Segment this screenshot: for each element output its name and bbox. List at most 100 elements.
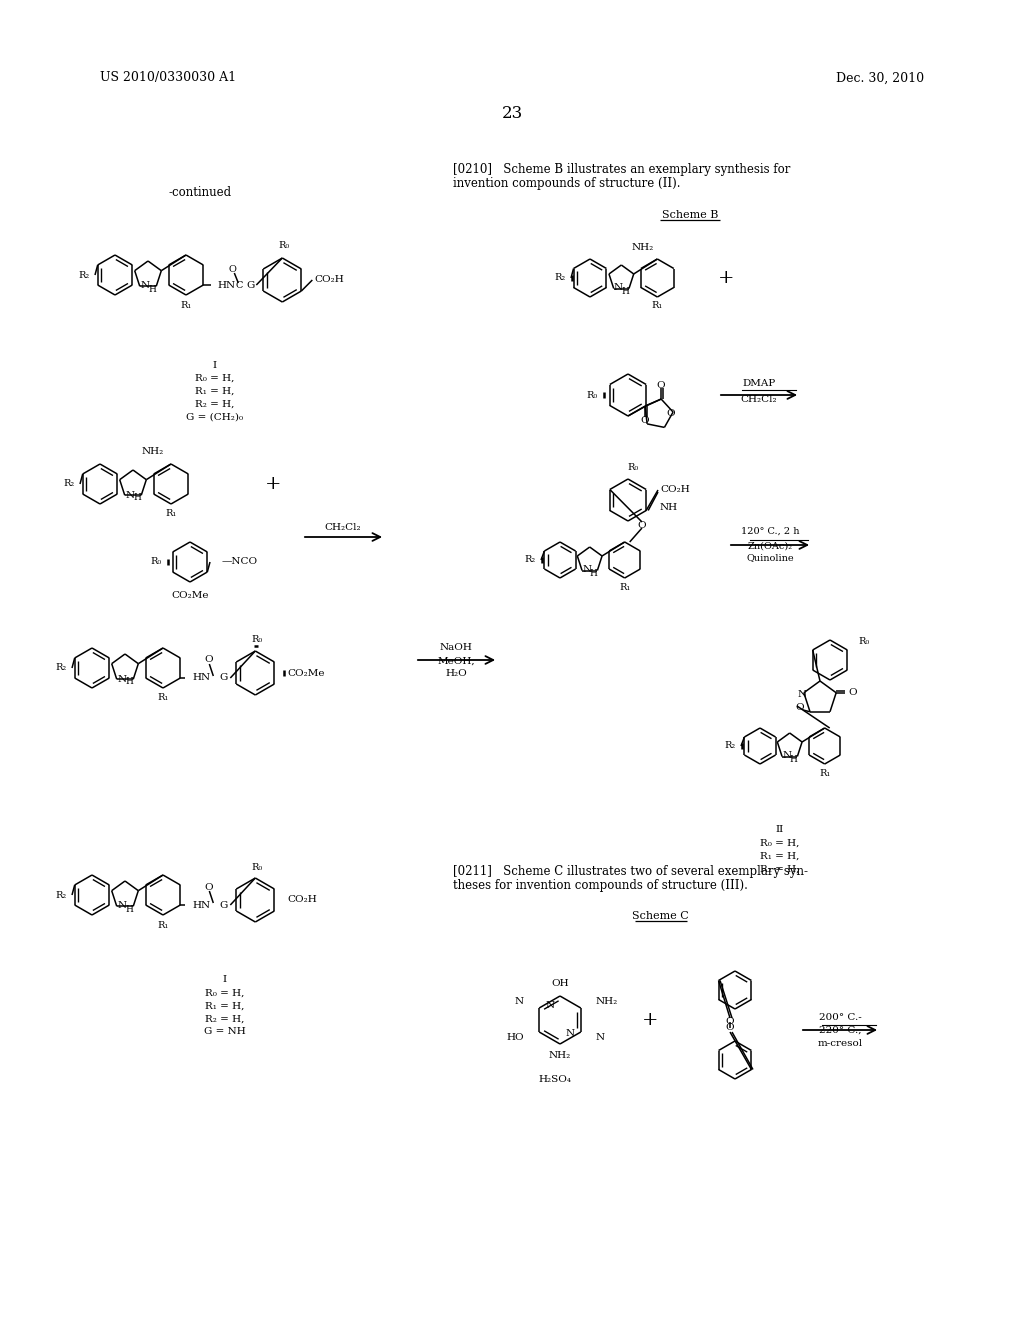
Text: CO₂Me: CO₂Me	[171, 590, 209, 599]
Text: N: N	[140, 281, 150, 290]
Text: US 2010/0330030 A1: US 2010/0330030 A1	[100, 71, 237, 84]
Text: O: O	[667, 409, 676, 418]
Text: H₂SO₄: H₂SO₄	[539, 1076, 571, 1085]
Text: 200° C.-: 200° C.-	[818, 1012, 861, 1022]
Text: theses for invention compounds of structure (III).: theses for invention compounds of struct…	[453, 879, 748, 892]
Text: O: O	[641, 416, 649, 425]
Text: [0211]   Scheme C illustrates two of several exemplary syn-: [0211] Scheme C illustrates two of sever…	[453, 866, 808, 879]
Text: R₀: R₀	[252, 862, 263, 871]
Text: H: H	[790, 755, 798, 763]
Text: R₁ = H,: R₁ = H,	[196, 387, 234, 396]
Text: R₁ = H,: R₁ = H,	[760, 851, 800, 861]
Text: G = (CH₂)₀: G = (CH₂)₀	[186, 412, 244, 421]
Text: HN: HN	[193, 900, 211, 909]
Text: N: N	[118, 675, 127, 684]
Text: Scheme C: Scheme C	[632, 911, 688, 921]
Text: I: I	[223, 975, 227, 985]
Text: R₂: R₂	[56, 891, 67, 899]
Text: R₀: R₀	[151, 557, 162, 566]
Text: HN: HN	[217, 281, 236, 289]
Text: R₁: R₁	[651, 301, 663, 310]
Text: CH₂Cl₂: CH₂Cl₂	[740, 395, 777, 404]
Text: I: I	[213, 360, 217, 370]
Text: R₁: R₁	[819, 768, 830, 777]
Text: -continued: -continued	[168, 186, 231, 198]
Text: N: N	[613, 284, 623, 293]
Text: R₀ = H,: R₀ = H,	[206, 989, 245, 998]
Text: NH₂: NH₂	[142, 447, 164, 457]
Text: N: N	[596, 1034, 605, 1043]
Text: 23: 23	[502, 104, 522, 121]
Text: DMAP: DMAP	[742, 379, 775, 388]
Text: NH₂: NH₂	[596, 998, 618, 1006]
Text: [0210]   Scheme B illustrates an exemplary synthesis for: [0210] Scheme B illustrates an exemplary…	[453, 164, 791, 177]
Text: Quinoline: Quinoline	[746, 553, 794, 562]
Text: O: O	[638, 520, 646, 529]
Text: R₀: R₀	[858, 638, 869, 647]
Text: CO₂Me: CO₂Me	[288, 668, 325, 677]
Text: OH: OH	[551, 979, 568, 989]
Text: G = NH: G = NH	[204, 1027, 246, 1036]
Text: R₁: R₁	[620, 582, 631, 591]
Text: N: N	[582, 565, 591, 574]
Text: R₂: R₂	[725, 742, 736, 751]
Text: R₂: R₂	[56, 664, 67, 672]
Text: R₂: R₂	[525, 556, 536, 565]
Text: H: H	[622, 286, 630, 296]
Text: O: O	[228, 264, 237, 273]
Text: R₀ = H,: R₀ = H,	[760, 838, 800, 847]
Text: R₁: R₁	[158, 693, 169, 702]
Text: R₂ = H,: R₂ = H,	[196, 400, 234, 408]
Text: R₁: R₁	[158, 920, 169, 929]
Text: N: N	[546, 1002, 555, 1011]
Text: H: H	[125, 677, 133, 686]
Text: R₂ = H,: R₂ = H,	[206, 1015, 245, 1023]
Text: O: O	[204, 883, 213, 891]
Text: R₀: R₀	[628, 463, 639, 473]
Text: invention compounds of structure (II).: invention compounds of structure (II).	[453, 177, 681, 190]
Text: N: N	[125, 491, 134, 499]
Text: MeOH,: MeOH,	[437, 656, 475, 665]
Text: +: +	[265, 475, 282, 492]
Text: R₁: R₁	[180, 301, 191, 309]
Text: H: H	[148, 285, 156, 293]
Text: C: C	[236, 281, 243, 289]
Text: O: O	[848, 688, 857, 697]
Text: N: N	[515, 998, 524, 1006]
Text: NH: NH	[660, 503, 678, 512]
Text: G: G	[246, 281, 255, 289]
Text: —NCO: —NCO	[222, 557, 258, 566]
Text: Dec. 30, 2010: Dec. 30, 2010	[836, 71, 924, 84]
Text: CO₂H: CO₂H	[314, 276, 344, 285]
Text: O: O	[726, 1023, 734, 1032]
Text: CO₂H: CO₂H	[288, 895, 317, 904]
Text: CH₂Cl₂: CH₂Cl₂	[325, 523, 361, 532]
Text: NH₂: NH₂	[549, 1052, 571, 1060]
Text: R₂: R₂	[555, 273, 566, 282]
Text: R₂: R₂	[79, 271, 90, 280]
Text: H: H	[590, 569, 598, 578]
Text: R₁ = H,: R₁ = H,	[206, 1002, 245, 1011]
Text: +: +	[642, 1011, 658, 1030]
Text: R₀: R₀	[587, 391, 598, 400]
Text: NaOH: NaOH	[439, 644, 472, 652]
Text: G: G	[219, 900, 227, 909]
Text: H₂O: H₂O	[445, 669, 467, 678]
Text: H: H	[125, 904, 133, 913]
Text: H: H	[133, 494, 141, 503]
Text: R₂ = H,: R₂ = H,	[760, 865, 800, 874]
Text: m-cresol: m-cresol	[817, 1039, 862, 1048]
Text: HN: HN	[193, 673, 211, 682]
Text: O: O	[796, 704, 804, 713]
Text: N: N	[782, 751, 792, 760]
Text: 220° C.,: 220° C.,	[819, 1026, 861, 1035]
Text: N: N	[565, 1030, 574, 1039]
Text: HO: HO	[507, 1034, 524, 1043]
Text: CO₂H: CO₂H	[660, 486, 690, 495]
Text: R₀: R₀	[252, 635, 263, 644]
Text: R₀ = H,: R₀ = H,	[196, 374, 234, 383]
Text: R₁: R₁	[165, 510, 176, 519]
Text: Scheme B: Scheme B	[662, 210, 718, 220]
Text: 120° C., 2 h: 120° C., 2 h	[740, 527, 800, 536]
Text: R₂: R₂	[63, 479, 75, 488]
